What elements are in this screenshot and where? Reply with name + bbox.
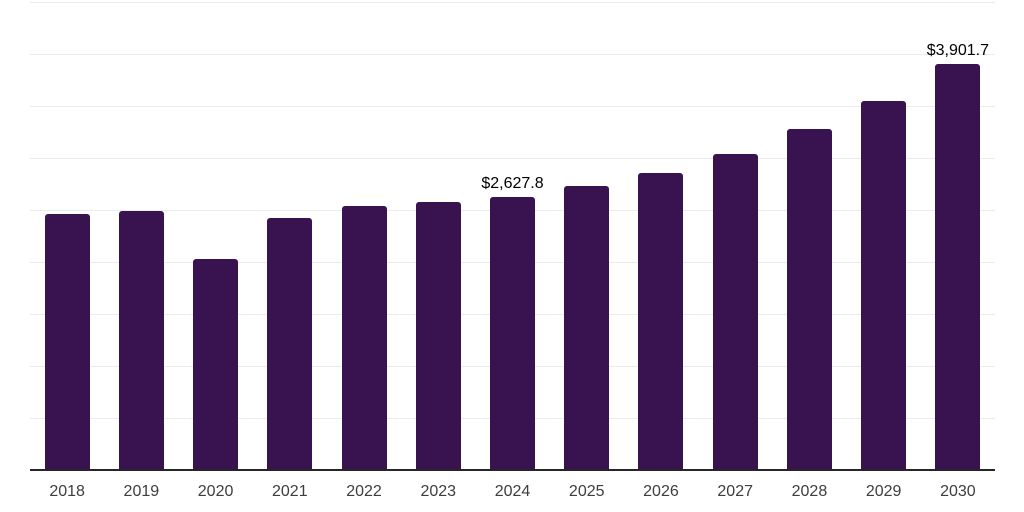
bar-2030[interactable] xyxy=(935,64,981,470)
x-axis-label-2026: 2026 xyxy=(643,483,679,500)
bar-2025[interactable] xyxy=(564,185,610,470)
x-axis-label-2022: 2022 xyxy=(346,483,382,500)
bar-2024[interactable] xyxy=(490,196,535,470)
bar-2026[interactable] xyxy=(638,173,684,470)
bar-2027[interactable] xyxy=(712,153,758,470)
bar-2029[interactable] xyxy=(861,100,907,470)
bar-value-label-2030: $3,901.7 xyxy=(926,42,990,60)
bar-2023[interactable] xyxy=(415,202,461,470)
x-axis-line xyxy=(30,469,995,471)
gridline xyxy=(30,1,995,3)
x-axis-label-2023: 2023 xyxy=(420,483,457,500)
bar-2020[interactable] xyxy=(193,258,239,470)
gridline xyxy=(30,105,995,107)
x-axis-label-2030: 2030 xyxy=(940,483,976,500)
x-axis-label-2027: 2027 xyxy=(717,483,753,500)
x-axis-label-2020: 2020 xyxy=(197,483,234,500)
x-axis-label-2018: 2018 xyxy=(49,483,85,500)
bar-2022[interactable] xyxy=(341,205,387,470)
x-axis-label-2024: 2024 xyxy=(494,483,531,500)
x-axis-label-2019: 2019 xyxy=(123,483,160,500)
x-axis-label-2021: 2021 xyxy=(272,483,308,500)
gridline xyxy=(30,53,995,55)
bar-2018[interactable] xyxy=(44,214,90,470)
x-axis-label-2025: 2025 xyxy=(568,483,605,500)
bar-2019[interactable] xyxy=(118,210,164,470)
x-axis-label-2029: 2029 xyxy=(865,483,902,500)
bar-value-label-2024: $2,627.8 xyxy=(481,174,544,192)
bar-2021[interactable] xyxy=(267,217,313,470)
bar-2028[interactable] xyxy=(786,129,832,470)
x-axis-label-2028: 2028 xyxy=(791,483,828,500)
gridline xyxy=(30,157,995,159)
